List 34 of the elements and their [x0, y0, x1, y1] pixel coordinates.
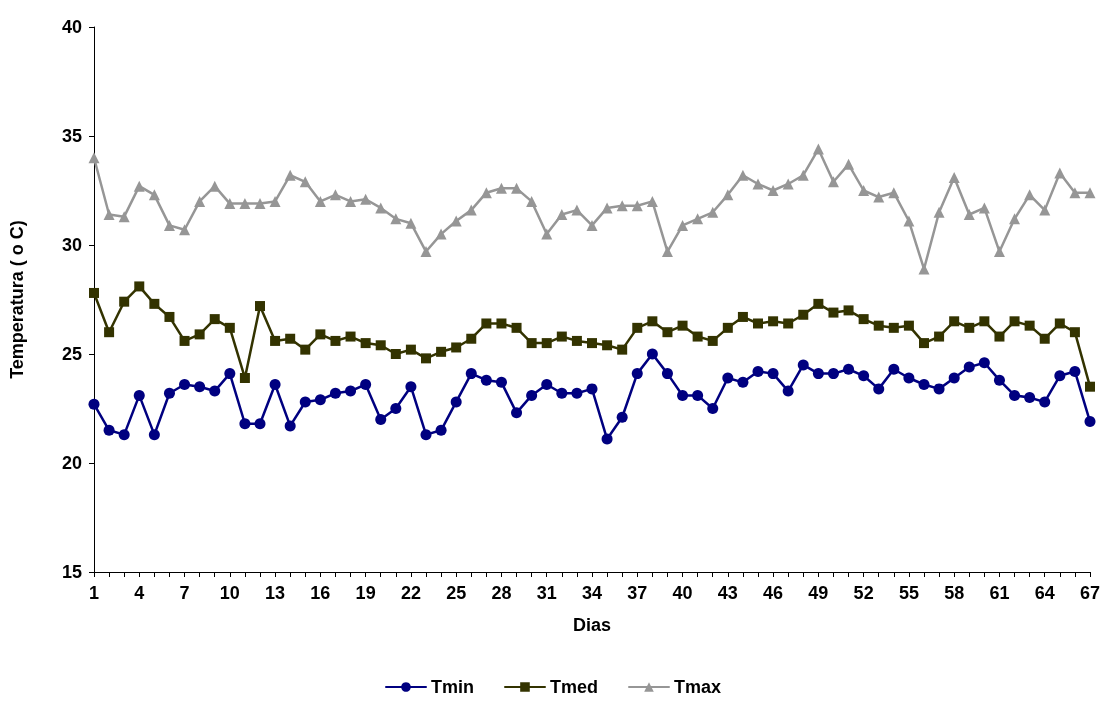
x-tick-label: 22: [400, 583, 421, 603]
y-tick-label: 25: [61, 344, 82, 364]
x-tick-label: 16: [310, 583, 331, 603]
x-tick-label: 37: [627, 583, 648, 603]
x-tick-label: 1: [88, 583, 100, 603]
legend-label: Tmed: [549, 677, 598, 697]
x-tick-label: 40: [672, 583, 693, 603]
x-tick-label: 58: [944, 583, 965, 603]
x-tick-label: 19: [355, 583, 376, 603]
x-tick-label: 43: [717, 583, 738, 603]
legend-label: Tmax: [673, 677, 722, 697]
x-tick-label: 34: [581, 583, 603, 603]
y-axis-title: Temperatura ( o C): [7, 220, 27, 379]
x-tick-label: 25: [446, 583, 467, 603]
y-tick-label: 20: [61, 453, 82, 473]
x-tick-label: 7: [179, 583, 190, 603]
x-tick-label: 46: [763, 583, 784, 603]
x-tick-label: 28: [491, 583, 512, 603]
x-tick-label: 55: [898, 583, 919, 603]
x-tick-label: 52: [853, 583, 874, 603]
x-tick-label: 10: [219, 583, 240, 603]
y-tick-label: 35: [61, 126, 82, 146]
x-tick-label: 67: [1079, 583, 1101, 603]
x-tick-label: 13: [265, 583, 286, 603]
y-tick-label: 30: [61, 235, 82, 255]
x-tick-label: 61: [989, 583, 1010, 603]
x-tick-label: 49: [808, 583, 829, 603]
x-tick-label: 64: [1034, 583, 1055, 603]
x-tick-label: 4: [134, 583, 145, 603]
x-axis-title: Dias: [572, 615, 612, 635]
y-tick-label: 15: [61, 562, 82, 582]
y-tick-label: 40: [61, 17, 82, 37]
x-tick-label: 31: [536, 583, 557, 603]
legend-label: Tmin: [430, 677, 474, 697]
